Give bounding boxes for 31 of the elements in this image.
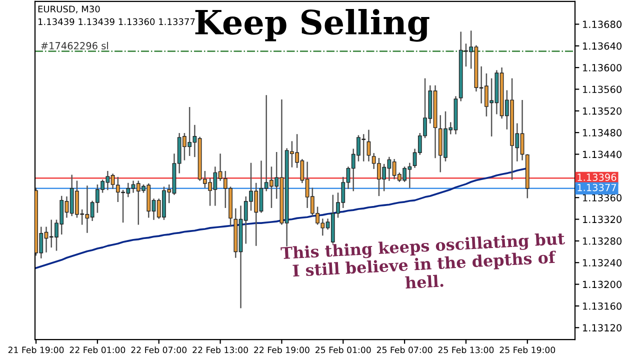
y-tick-label: 1.13480 xyxy=(583,129,622,136)
annotation: EURUSD, M30 xyxy=(38,6,100,14)
y-tick-label: 1.13360 xyxy=(583,194,622,202)
x-tick-label: 21 Feb 19:00 xyxy=(8,346,64,354)
candlestick xyxy=(366,130,371,162)
y-tick-label: 1.13560 xyxy=(583,86,622,94)
y-tick-label: 1.13240 xyxy=(583,259,622,266)
y-tick-label: 1.13280 xyxy=(583,237,622,245)
y-tick-label: 1.13160 xyxy=(583,302,622,310)
x-tick-label: 25 Feb 19:00 xyxy=(500,346,556,354)
ref-line-label: #17462296 sl xyxy=(41,42,108,50)
y-tick-label: 1.13120 xyxy=(583,324,622,332)
y-tick-label: 1.13600 xyxy=(583,64,622,72)
y-tick-label: 1.13200 xyxy=(583,280,622,288)
ref-line-label: 1.13377 xyxy=(578,184,616,192)
annotation: 1.13439 1.13439 1.13360 1.13377 xyxy=(38,18,195,26)
y-tick-label: 1.13440 xyxy=(583,150,622,158)
x-tick-label: 22 Feb 19:00 xyxy=(254,346,310,354)
x-tick-label: 22 Feb 13:00 xyxy=(192,346,248,354)
x-tick-label: 25 Feb 13:00 xyxy=(438,346,494,354)
y-tick-label: 1.13520 xyxy=(583,107,622,115)
ref-line-label: 1.13396 xyxy=(578,174,616,181)
x-tick-label: 22 Feb 07:00 xyxy=(131,346,187,354)
y-tick-label: 1.13680 xyxy=(583,20,622,28)
x-tick-label: 22 Feb 01:00 xyxy=(70,346,126,354)
y-tick-label: 1.13320 xyxy=(583,216,622,224)
x-tick-label: 25 Feb 01:00 xyxy=(316,346,371,354)
y-tick-label: 1.13640 xyxy=(583,42,622,50)
annotation: This thing keeps oscillating but I still believe in the depths of hell. xyxy=(280,232,566,289)
x-tick-label: 25 Feb 07:00 xyxy=(376,346,432,354)
chart-title: Keep Selling xyxy=(195,8,430,42)
